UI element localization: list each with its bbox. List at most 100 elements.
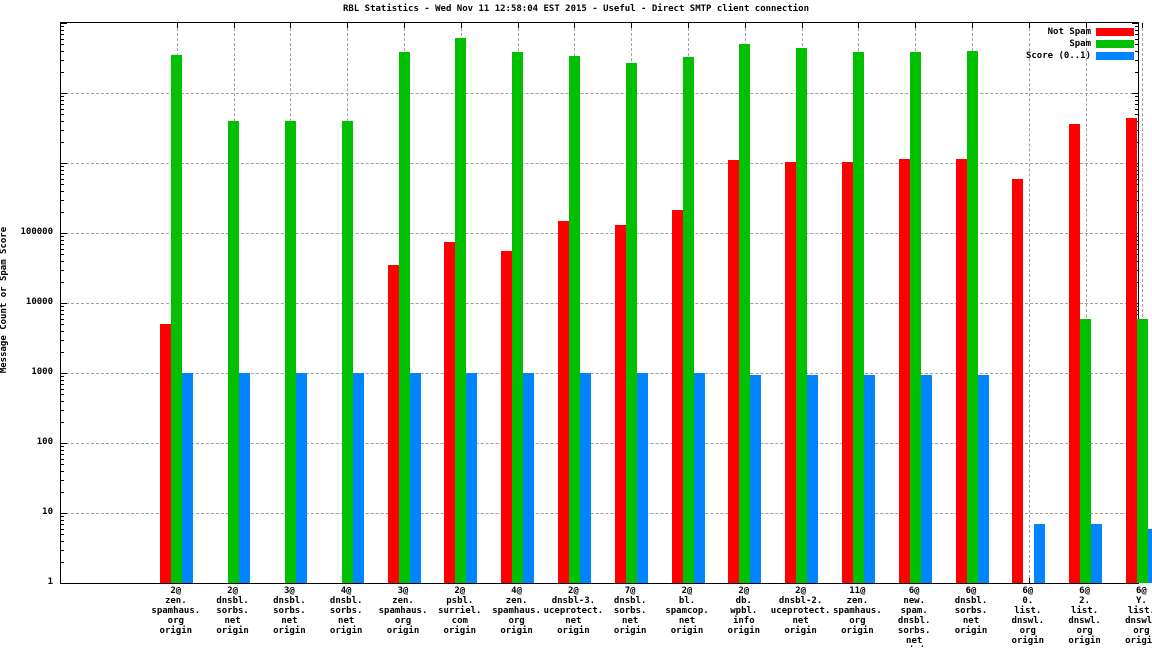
y-minor-tick-right xyxy=(1135,96,1138,98)
vertical-gridline xyxy=(1085,23,1087,583)
y-tick-label: 1 xyxy=(47,577,53,587)
y-minor-tick-left xyxy=(61,458,64,460)
x-tick-top xyxy=(290,23,292,28)
y-minor-tick-left xyxy=(61,141,64,143)
bar-score xyxy=(977,375,989,583)
y-minor-tick-right xyxy=(1135,26,1138,28)
bar-spam xyxy=(966,50,978,583)
bar-spam xyxy=(341,120,353,583)
y-minor-tick-right xyxy=(1135,114,1138,116)
bar-spam xyxy=(625,62,637,583)
y-major-tick-left xyxy=(61,303,67,304)
y-minor-tick-left xyxy=(61,528,64,530)
legend-row-spam: Spam xyxy=(1069,39,1134,49)
plot-area xyxy=(60,22,1152,584)
y-minor-tick-left xyxy=(61,190,64,192)
x-category-label: 2@ dnsbl. sorbs. net origin xyxy=(216,586,249,636)
bar-spam xyxy=(228,120,240,583)
horizontal-gridline xyxy=(61,163,1138,164)
x-tick-top xyxy=(404,23,405,28)
y-minor-tick-left xyxy=(61,59,64,61)
bar-score xyxy=(1147,528,1152,583)
y-minor-tick-left xyxy=(61,99,64,101)
x-tick-top xyxy=(460,23,462,28)
y-minor-tick-left xyxy=(61,120,64,122)
bar-score xyxy=(523,373,535,583)
y-minor-tick-left xyxy=(61,103,64,105)
x-tick-top xyxy=(858,23,860,28)
x-category-label: 2@ psbl. surriel. com origin xyxy=(438,586,482,636)
y-minor-tick-left xyxy=(61,129,64,131)
horizontal-gridline xyxy=(61,373,1138,374)
bar-score xyxy=(579,373,591,583)
y-minor-tick-left xyxy=(61,239,64,241)
x-tick-top xyxy=(744,23,746,28)
y-minor-tick-left xyxy=(61,351,64,353)
y-minor-tick-right xyxy=(1135,71,1138,73)
y-minor-tick-left xyxy=(61,324,64,326)
y-minor-tick-left xyxy=(61,446,64,448)
y-minor-tick-left xyxy=(61,173,64,175)
x-tick-top xyxy=(233,23,235,28)
y-minor-tick-left xyxy=(61,33,64,35)
x-category-label: 3@ zen. spamhaus. org origin xyxy=(378,586,428,636)
x-category-label: 2@ dnsbl-2. uceprotect. net origin xyxy=(770,586,831,636)
bar-not-spam xyxy=(387,264,399,583)
bar-not-spam xyxy=(614,225,626,583)
bar-score xyxy=(182,373,194,583)
bar-not-spam xyxy=(671,210,683,583)
bar-score xyxy=(807,375,819,583)
bar-spam xyxy=(1136,318,1148,583)
bar-score xyxy=(352,373,364,583)
x-category-label: 2@ zen. spamhaus. org origin xyxy=(151,586,201,636)
y-minor-tick-left xyxy=(61,260,64,262)
x-category-label: 6@ dnsbl. sorbs. net origin xyxy=(954,586,988,636)
y-minor-tick-right xyxy=(1135,50,1138,52)
y-major-tick-right xyxy=(1132,583,1138,584)
bar-not-spam xyxy=(841,161,853,583)
bar-score xyxy=(636,373,648,583)
y-tick-label: 100000 xyxy=(20,227,53,237)
y-minor-tick-left xyxy=(61,108,64,110)
legend-label-spam: Spam xyxy=(1069,39,1091,49)
chart-title: RBL Statistics - Wed Nov 11 12:58:04 EST… xyxy=(343,4,809,14)
y-minor-tick-left xyxy=(61,281,64,283)
y-minor-tick-left xyxy=(61,309,64,311)
y-minor-tick-left xyxy=(61,561,64,563)
y-minor-tick-left xyxy=(61,519,64,521)
x-tick-top xyxy=(688,23,689,28)
y-minor-tick-left xyxy=(61,523,64,525)
bar-score xyxy=(1034,523,1046,583)
y-minor-tick-left xyxy=(61,199,64,201)
y-major-tick-left xyxy=(61,23,67,24)
x-tick-top xyxy=(1142,23,1144,28)
bar-score xyxy=(920,375,932,583)
x-tick-top xyxy=(517,23,519,28)
x-category-label: 11@ zen. spamhaus. org origin xyxy=(833,586,882,636)
bar-not-spam xyxy=(728,160,740,583)
y-minor-tick-left xyxy=(61,516,64,518)
y-major-tick-right xyxy=(1132,23,1138,24)
bar-not-spam xyxy=(444,241,456,583)
bar-not-spam xyxy=(955,158,967,583)
y-minor-tick-right xyxy=(1135,29,1138,31)
y-minor-tick-left xyxy=(61,339,64,341)
y-minor-tick-left xyxy=(61,248,64,250)
legend-row-not-spam: Not Spam xyxy=(1048,27,1134,37)
bar-not-spam xyxy=(1012,178,1024,583)
x-category-label: 2@ bl. spamcop. net origin xyxy=(665,586,709,636)
horizontal-gridline xyxy=(61,443,1138,444)
y-minor-tick-left xyxy=(61,409,64,411)
y-major-tick-left xyxy=(61,373,67,374)
bar-score xyxy=(295,373,307,583)
vertical-gridline xyxy=(1142,23,1144,583)
bar-score xyxy=(863,375,875,583)
y-minor-tick-left xyxy=(61,169,64,171)
y-minor-tick-left xyxy=(61,400,64,402)
y-minor-tick-left xyxy=(61,540,64,542)
bar-spam xyxy=(284,120,296,583)
y-minor-tick-left xyxy=(61,71,64,73)
y-major-tick-left xyxy=(61,163,67,164)
x-category-label: 6@ Y. list. dnswl. org origin xyxy=(1125,586,1152,646)
y-minor-tick-left xyxy=(61,394,64,396)
